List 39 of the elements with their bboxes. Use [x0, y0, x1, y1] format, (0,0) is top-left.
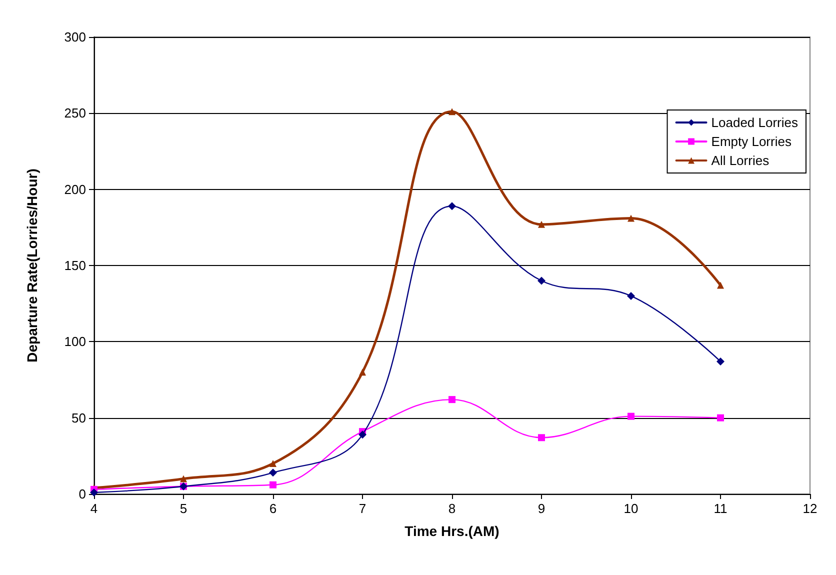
x-tick-label: 4	[90, 501, 98, 516]
x-tick-label: 5	[180, 501, 188, 516]
point	[717, 414, 724, 422]
y-tick-label: 200	[64, 182, 86, 197]
y-tick-label: 300	[64, 30, 86, 44]
point	[538, 276, 546, 285]
x-tick-label: 11	[714, 501, 728, 516]
point	[448, 396, 456, 404]
x-tick-label: 8	[448, 501, 456, 516]
point	[448, 202, 456, 210]
point	[270, 481, 276, 488]
point	[270, 460, 276, 468]
point	[538, 434, 545, 442]
x-tick-label: 12	[802, 501, 818, 516]
point	[538, 220, 545, 228]
point	[180, 475, 187, 482]
legend-label: All Lorries	[711, 153, 770, 168]
x-tick-label: 7	[358, 501, 366, 516]
legend-label: Loaded Lorries	[711, 115, 798, 130]
point	[627, 292, 635, 300]
point	[717, 282, 724, 289]
point	[269, 468, 277, 477]
point	[359, 368, 366, 376]
y-tick-label: 100	[64, 334, 86, 350]
point	[448, 108, 456, 116]
x-axis-title: Time Hrs.(AM)	[404, 523, 500, 539]
y-tick-label: 0	[78, 486, 86, 502]
point	[716, 357, 724, 366]
y-tick-label: 50	[72, 410, 86, 426]
x-tick-label: 10	[624, 501, 638, 516]
point	[628, 412, 634, 420]
y-tick-label: 250	[64, 106, 86, 121]
x-tick-label: 9	[538, 501, 546, 516]
point	[628, 214, 634, 222]
y-tick-label: 150	[64, 258, 86, 273]
y-axis-title: Departure Rate(Lorries/Hour)	[24, 168, 40, 362]
point	[358, 430, 366, 439]
legend-label: Empty Lorries	[711, 134, 792, 149]
x-tick-label: 6	[269, 501, 277, 516]
